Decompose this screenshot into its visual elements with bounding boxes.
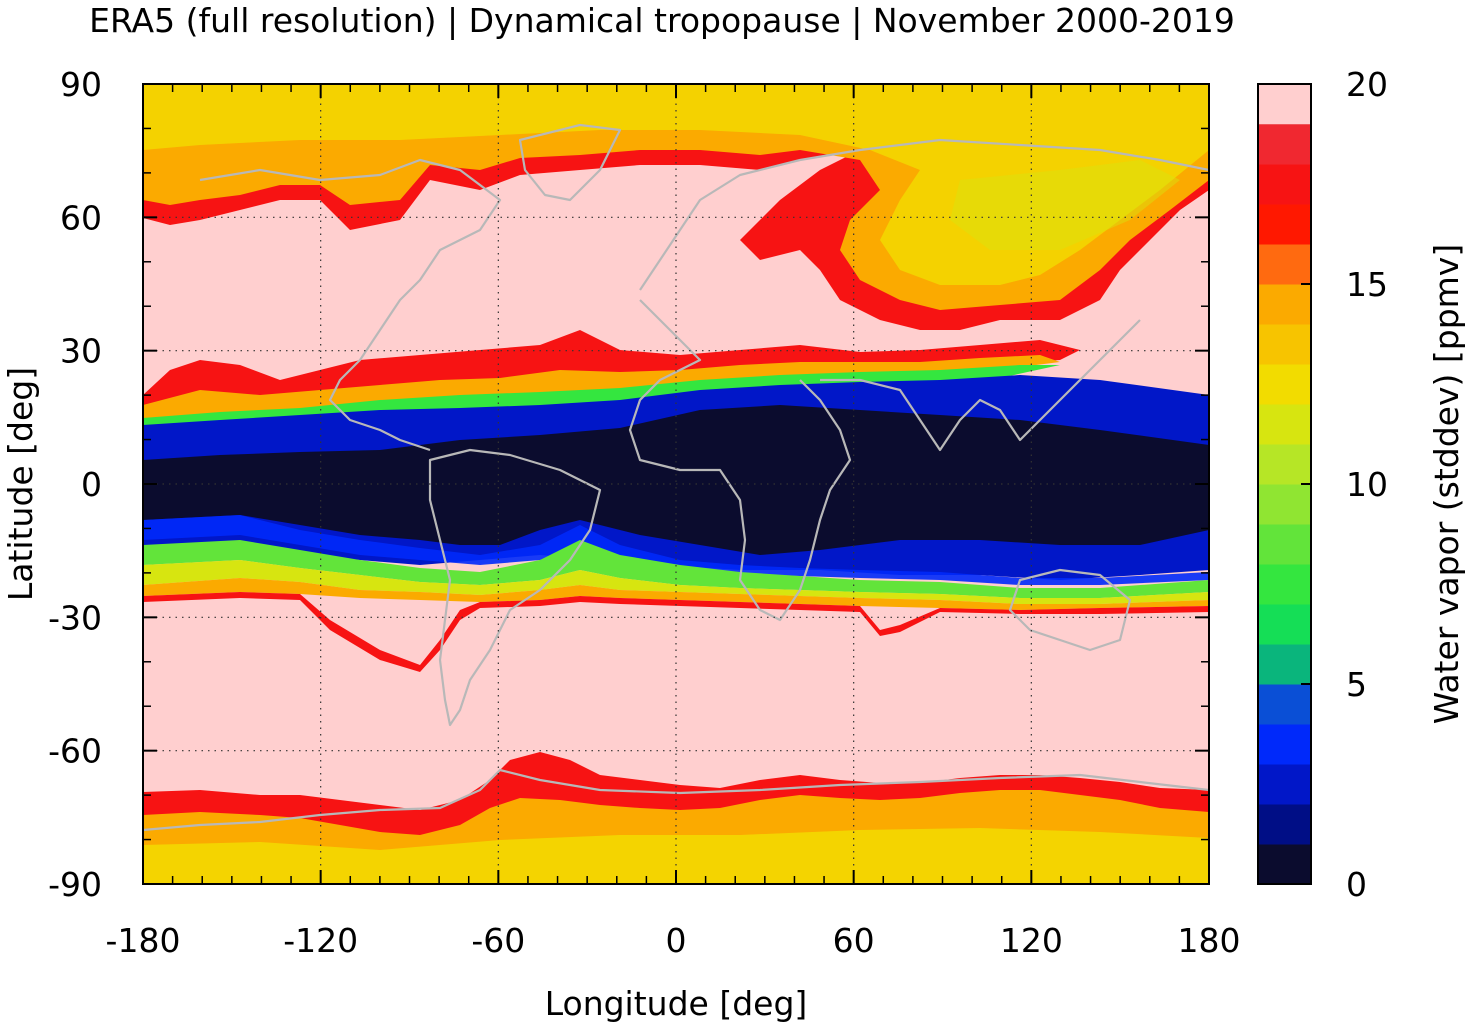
y-tick-label: 0 — [81, 465, 102, 504]
colorbar-swatch — [1258, 804, 1311, 845]
colorbar-swatch — [1258, 364, 1311, 405]
sh-yellow — [143, 560, 1209, 604]
colorbar — [1258, 84, 1311, 885]
plot-area — [143, 84, 1209, 884]
y-tick-label: -90 — [48, 865, 102, 904]
y-tick-label: 90 — [60, 65, 102, 104]
sh-green — [143, 540, 1209, 598]
colorbar-tick-label: 10 — [1346, 465, 1388, 504]
sh-red — [143, 592, 1209, 672]
colorbar-swatch — [1258, 284, 1311, 325]
colorbar-swatch — [1258, 724, 1311, 765]
colorbar-swatch — [1258, 764, 1311, 805]
colorbar-tick-label: 15 — [1346, 265, 1388, 304]
colorbar-swatch — [1258, 524, 1311, 565]
gridlines — [143, 84, 1209, 884]
colorbar-swatch — [1258, 444, 1311, 485]
y-axis: 90 60 30 0 -30 -60 -90 — [48, 65, 1209, 904]
north-light-yellow — [950, 160, 1180, 250]
coast-south-america — [428, 448, 602, 727]
y-tick-label: -60 — [48, 732, 102, 771]
coast-australia — [1008, 568, 1132, 652]
coast-eurasia — [639, 138, 1209, 291]
coast-asia-south — [820, 319, 1141, 452]
colorbar-swatch — [1258, 404, 1311, 445]
chart-title: ERA5 (full resolution) | Dynamical tropo… — [89, 1, 1235, 40]
colorbar-swatch — [1258, 564, 1311, 605]
navy-belt — [143, 405, 1209, 555]
southern-polar-field — [143, 752, 1209, 884]
colorbar-swatch — [1258, 844, 1311, 885]
south-yellow-field — [143, 828, 1209, 884]
colorbar-swatch — [1258, 204, 1311, 245]
x-tick-label: 180 — [1178, 921, 1241, 960]
x-axis-label: Longitude [deg] — [545, 984, 808, 1023]
southern-subtropical-band — [143, 540, 1209, 672]
colorbar-label: Water vapor (stddev) [ppmv] — [1427, 244, 1466, 724]
colorbar-tick-label: 5 — [1346, 665, 1367, 704]
coast-north-america — [199, 158, 502, 452]
x-tick-label: -120 — [283, 921, 358, 960]
colorbar-swatch — [1258, 324, 1311, 365]
colorbar-swatch-over — [1258, 84, 1311, 124]
x-axis: -180 -120 -60 0 60 120 180 — [106, 84, 1241, 960]
coastlines — [143, 123, 1209, 832]
x-tick-label: 60 — [833, 921, 875, 960]
y-tick-label: -30 — [48, 598, 102, 637]
colorbar-tick-label: 20 — [1346, 65, 1388, 104]
y-tick-label: 30 — [60, 332, 102, 371]
y-axis-label: Latitude [deg] — [1, 367, 40, 601]
colorbar-tick-label: 0 — [1346, 865, 1367, 904]
sh-orange — [143, 578, 1209, 610]
colorbar-swatch — [1258, 484, 1311, 525]
colorbar-swatch — [1258, 644, 1311, 685]
colorbar-ticks: 20 15 10 5 0 — [1301, 65, 1388, 904]
x-tick-label: 0 — [666, 921, 687, 960]
colorbar-swatch — [1258, 684, 1311, 725]
colorbar-swatch — [1258, 164, 1311, 205]
x-tick-label: 120 — [1000, 921, 1063, 960]
north-yellow-field — [143, 84, 1209, 285]
x-tick-label: -60 — [471, 921, 525, 960]
y-tick-label: 60 — [60, 198, 102, 237]
x-tick-label: -180 — [106, 921, 181, 960]
colorbar-swatch — [1258, 244, 1311, 285]
coast-europe-africa — [628, 299, 852, 622]
colorbar-swatch — [1258, 124, 1311, 165]
colorbar-swatch — [1258, 604, 1311, 645]
coast-antarctica — [143, 768, 1209, 832]
coast-greenland — [518, 123, 622, 202]
